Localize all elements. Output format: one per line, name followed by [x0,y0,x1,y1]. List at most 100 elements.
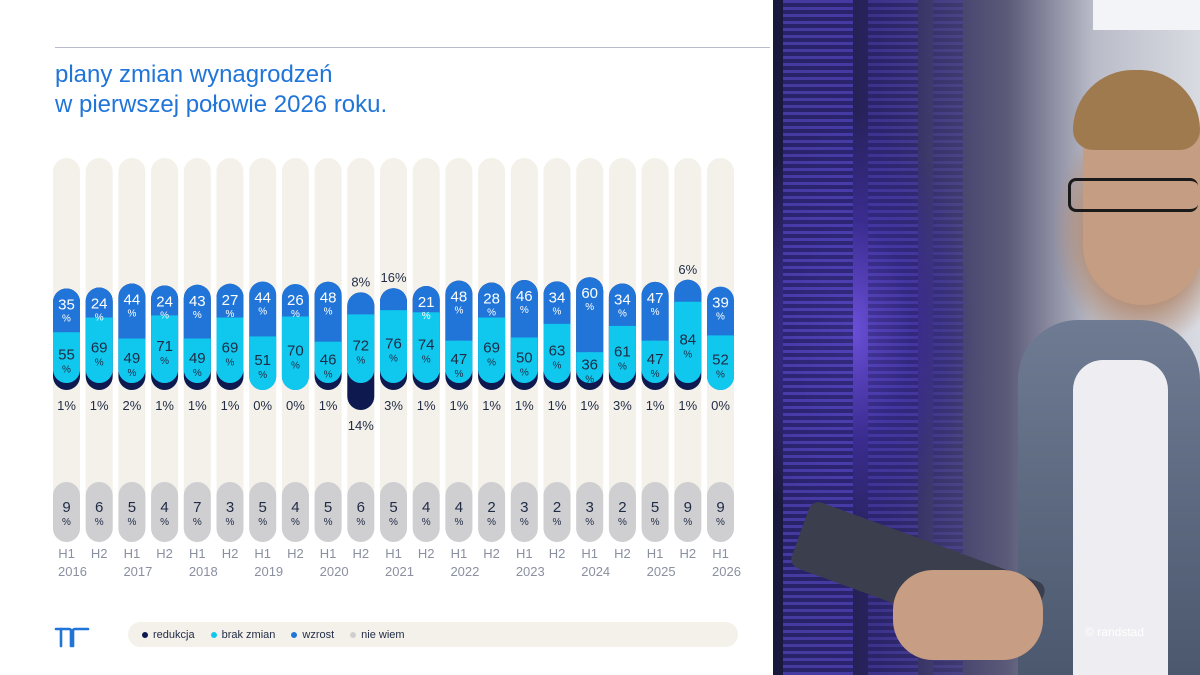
label-redukcja: 0% [286,398,305,413]
bar-brak-zmian-top [249,336,277,350]
bar-group: 76% 16% 3% 5% H1 2021 [380,158,414,579]
label-brak-zmian-unit: % [683,349,692,360]
label-nie-wiem-unit: % [454,517,463,528]
label-redukcja: 1% [482,398,501,413]
label-nie-wiem-unit: % [487,517,496,528]
label-brak-zmian-unit: % [454,369,463,380]
bar-brak-zmian [707,335,734,390]
label-brak-zmian-unit: % [356,356,365,367]
bar-brak-zmian-top [576,352,604,366]
label-wzrost-unit: % [585,302,594,313]
bar-nie-wiem [510,482,538,542]
bar-brak-zmian-top [281,316,309,330]
label-redukcja: 1% [417,398,436,413]
randstad-logo-icon [54,627,90,648]
label-nie-wiem-unit: % [389,517,398,528]
label-wzrost-unit: % [291,309,300,320]
label-redukcja: 1% [57,398,76,413]
label-nie-wiem: 5 [324,499,332,516]
tick-label-year: 2019 [254,564,283,579]
label-brak-zmian-unit: % [389,354,398,365]
tick-label-half: H1 [320,546,337,561]
label-redukcja: 1% [678,398,697,413]
bar-nie-wiem [543,482,571,542]
label-redukcja: 1% [515,398,534,413]
label-redukcja: 14% [348,418,374,433]
label-redukcja: 3% [384,398,403,413]
label-redukcja: 1% [155,398,174,413]
label-nie-wiem: 2 [487,499,495,516]
label-wzrost-unit: % [226,309,235,320]
page-title: plany zmian wynagrodzeń w pierwszej poło… [55,60,387,120]
bar-brak-zmian [543,323,571,383]
label-nie-wiem-unit: % [553,517,562,528]
label-nie-wiem: 9 [62,499,70,516]
salary-change-chart: 55%35%1%9%H1201669%24%1%6%H249%44%2%5%H1… [53,158,741,579]
bar-brak-zmian-top [151,315,179,329]
label-nie-wiem: 6 [95,499,103,516]
label-wzrost: 26 [287,292,304,309]
photo-technician-server-room [773,0,1200,675]
bar-brak-zmian-top [510,337,538,351]
legend-label: wzrost [302,628,335,641]
label-redukcja: 2% [123,398,142,413]
label-wzrost: 27 [222,292,239,309]
bar-brak-zmian [608,325,636,383]
label-nie-wiem: 4 [291,499,299,516]
label-nie-wiem: 5 [128,499,136,516]
label-redukcja: 1% [646,398,665,413]
label-nie-wiem-unit: % [683,517,692,528]
tick-label-year: 2023 [516,564,545,579]
label-nie-wiem: 7 [193,499,201,516]
label-wzrost: 6% [678,262,697,277]
bar-nie-wiem [412,482,440,542]
person-hair [1073,70,1200,150]
legend-dot [210,631,217,638]
title-line-1: plany zmian wynagrodzeń [55,61,333,88]
label-wzrost-unit: % [422,311,431,322]
copyright-text: © randstad [1085,625,1144,639]
bar-brak-zmian-top [608,325,636,340]
label-wzrost-unit: % [487,308,496,319]
tick-label-half: H1 [581,546,598,561]
bar-brak-zmian-top [641,340,669,355]
bar-nie-wiem [85,482,113,542]
label-nie-wiem: 5 [259,499,267,516]
label-brak-zmian-unit: % [487,357,496,368]
label-redukcja: 3% [613,398,632,413]
label-wzrost-unit: % [454,306,463,317]
label-brak-zmian-unit: % [258,370,267,381]
label-nie-wiem: 9 [684,499,692,516]
bar-brak-zmian-top [380,310,407,324]
label-brak-zmian: 69 [483,339,500,356]
bar-brak-zmian-top [183,338,211,353]
bar-nie-wiem [608,482,636,542]
label-wzrost: 28 [483,291,500,308]
bar-group: 72% 8% 14% 6% H2 [347,158,375,561]
legend-label: redukcja [153,628,195,641]
label-wzrost: 48 [320,290,337,307]
tick-label-half: H2 [222,546,239,561]
label-nie-wiem-unit: % [193,517,202,528]
label-wzrost: 35 [58,297,75,314]
label-wzrost: 16% [380,270,406,285]
label-nie-wiem-unit: % [520,517,529,528]
bar-brak-zmian-top [478,317,506,332]
label-brak-zmian-unit: % [324,369,333,380]
label-wzrost: 43 [189,293,206,310]
bar-nie-wiem [53,482,80,542]
label-brak-zmian-unit: % [160,356,169,367]
bar-group: 69%27%1%3%H2 [216,158,244,561]
label-brak-zmian: 51 [254,352,271,369]
glasses [1068,178,1198,212]
legend-label: brak zmian [221,628,276,641]
label-brak-zmian: 50 [516,349,533,366]
bar-group: 61%34%3%2%H2 [608,158,636,561]
label-brak-zmian: 72 [352,338,369,355]
label-wzrost-unit: % [324,307,333,318]
label-brak-zmian: 69 [91,339,108,356]
label-wzrost-unit: % [193,310,202,321]
